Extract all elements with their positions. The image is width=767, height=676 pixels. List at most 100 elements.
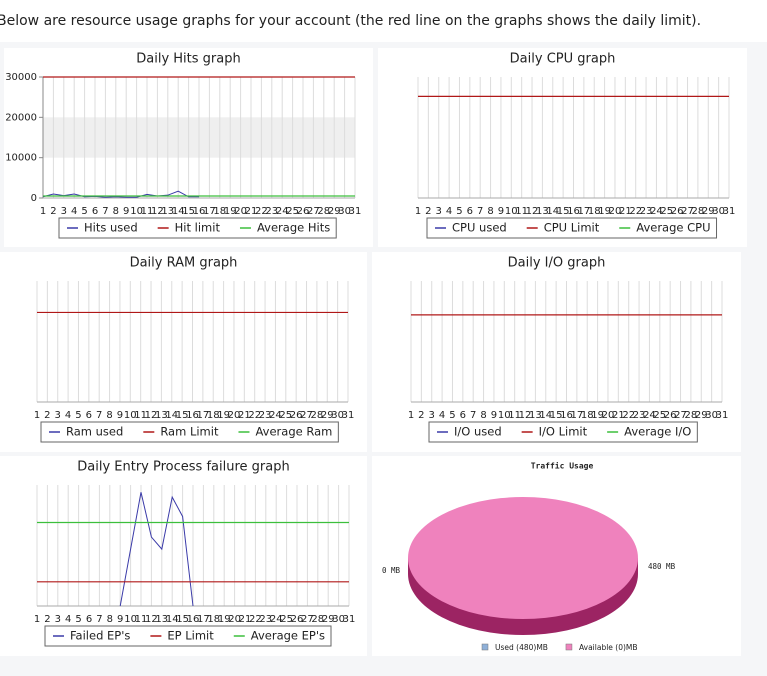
x-tick-label: 27	[301, 614, 314, 625]
y-tick-label: 0	[31, 193, 37, 204]
x-tick-label: 5	[75, 410, 81, 421]
x-tick-label: 18	[213, 206, 226, 217]
legend-label: Ram used	[66, 425, 123, 439]
x-tick-label: 29	[695, 410, 708, 421]
x-tick-label: 19	[217, 410, 230, 421]
x-tick-label: 3	[61, 206, 67, 217]
x-tick-label: 22	[629, 206, 642, 217]
legend-label: Failed EP's	[70, 629, 130, 643]
x-tick-label: 1	[34, 614, 40, 625]
intro-text: Below are resource usage graphs for your…	[0, 13, 701, 29]
x-tick-label: 15	[182, 206, 195, 217]
x-tick-label: 27	[307, 206, 320, 217]
x-tick-label: 12	[145, 614, 158, 625]
x-tick-label: 25	[286, 206, 299, 217]
x-tick-label: 1	[415, 206, 421, 217]
x-tick-label: 13	[536, 206, 549, 217]
x-tick-label: 26	[671, 206, 684, 217]
x-tick-label: 8	[487, 206, 493, 217]
x-tick-label: 16	[186, 410, 199, 421]
chart-title: Daily Hits graph	[136, 52, 240, 67]
x-tick-label: 23	[640, 206, 653, 217]
chart-title: Daily RAM graph	[130, 256, 238, 271]
x-tick-label: 12	[151, 206, 164, 217]
x-tick-label: 4	[439, 410, 445, 421]
x-tick-label: 13	[155, 410, 168, 421]
x-tick-label: 9	[123, 206, 129, 217]
x-tick-label: 25	[279, 410, 292, 421]
x-tick-label: 8	[113, 206, 119, 217]
legend-label: Hit limit	[175, 221, 221, 235]
x-tick-label: 17	[197, 614, 210, 625]
x-tick-label: 14	[172, 206, 185, 217]
x-tick-label: 23	[265, 206, 278, 217]
chart-panel	[0, 252, 367, 452]
x-tick-label: 27	[681, 206, 694, 217]
chart-title: Daily I/O graph	[508, 256, 606, 271]
value-label: 0 MB	[382, 566, 401, 575]
x-tick-label: 17	[570, 410, 583, 421]
legend-label: EP Limit	[167, 629, 214, 643]
x-tick-label: 6	[86, 410, 92, 421]
x-tick-label: 23	[259, 614, 272, 625]
x-tick-label: 20	[609, 206, 622, 217]
x-tick-label: 25	[660, 206, 673, 217]
x-tick-label: 2	[44, 410, 50, 421]
legend-label: I/O Limit	[539, 425, 588, 439]
legend-box	[58, 217, 337, 239]
x-tick-label: 13	[155, 614, 168, 625]
x-tick-label: 23	[259, 410, 272, 421]
x-tick-label: 3	[429, 410, 435, 421]
x-tick-label: 30	[332, 614, 345, 625]
x-tick-label: 29	[322, 614, 335, 625]
x-tick-label: 14	[539, 410, 552, 421]
pie-slice	[408, 497, 638, 619]
x-tick-label: 24	[643, 410, 656, 421]
x-tick-label: 19	[224, 206, 237, 217]
x-tick-label: 25	[653, 410, 666, 421]
chart-title: Daily CPU graph	[510, 52, 616, 67]
x-tick-label: 9	[117, 410, 123, 421]
legend-label: Average CPU	[636, 221, 710, 235]
x-tick-label: 1	[40, 206, 46, 217]
x-tick-label: 6	[460, 410, 466, 421]
x-tick-label: 14	[165, 410, 178, 421]
x-tick-label: 7	[96, 410, 102, 421]
x-tick-label: 22	[255, 206, 268, 217]
x-tick-label: 25	[280, 614, 293, 625]
x-tick-label: 4	[446, 206, 452, 217]
y-tick-label: 10000	[5, 153, 37, 164]
series-line	[119, 492, 194, 607]
legend-box	[428, 421, 698, 443]
x-tick-label: 27	[300, 410, 313, 421]
legend-label: Ram Limit	[160, 425, 219, 439]
x-tick-label: 18	[207, 410, 220, 421]
x-tick-label: 7	[470, 410, 476, 421]
x-tick-label: 29	[702, 206, 715, 217]
x-tick-label: 17	[203, 206, 216, 217]
x-tick-label: 20	[228, 410, 241, 421]
x-tick-label: 18	[581, 410, 594, 421]
legend-label: Hits used	[84, 221, 138, 235]
x-tick-label: 2	[425, 206, 431, 217]
x-tick-label: 2	[418, 410, 424, 421]
x-tick-label: 7	[477, 206, 483, 217]
x-tick-label: 21	[612, 410, 625, 421]
x-tick-label: 30	[331, 410, 344, 421]
x-tick-label: 27	[674, 410, 687, 421]
x-tick-label: 28	[317, 206, 330, 217]
x-tick-label: 12	[526, 206, 539, 217]
x-tick-label: 31	[342, 410, 355, 421]
legend-label: Average Ram	[255, 425, 332, 439]
y-tick-label: 30000	[5, 72, 37, 83]
legend-label: I/O used	[454, 425, 502, 439]
x-tick-label: 13	[161, 206, 174, 217]
x-tick-label: 21	[239, 614, 252, 625]
x-tick-label: 26	[291, 614, 304, 625]
x-tick-label: 9	[491, 410, 497, 421]
legend-label: Average I/O	[624, 425, 691, 439]
x-tick-label: 5	[81, 206, 87, 217]
x-tick-label: 8	[107, 614, 113, 625]
